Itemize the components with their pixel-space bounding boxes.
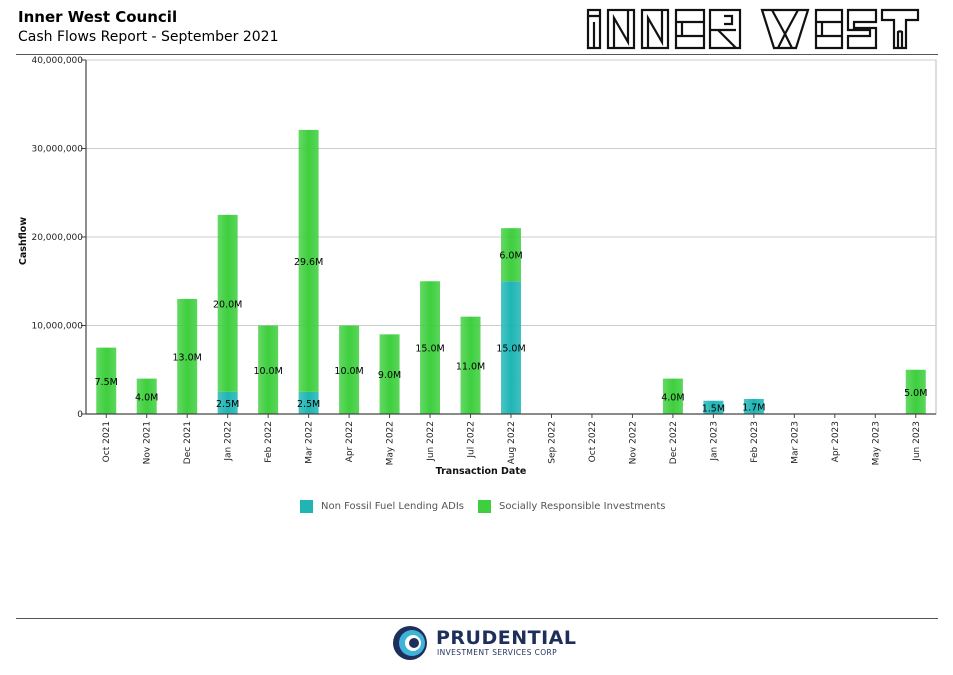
x-tick-label: Nov 2022 <box>628 421 638 464</box>
y-tick-label: 0 <box>77 410 83 420</box>
bar-non-fossil <box>703 400 724 414</box>
bar-non-fossil <box>217 391 238 414</box>
bar-data-label: 4.0M <box>135 392 158 403</box>
bar-sri <box>420 281 441 414</box>
bar-sri <box>258 325 279 414</box>
header-divider <box>16 54 938 55</box>
x-tick-label: Nov 2021 <box>143 421 153 464</box>
bar-non-fossil <box>743 398 764 414</box>
bar-data-label: 2.5M <box>216 399 239 410</box>
bar-data-label: 2.5M <box>297 399 320 410</box>
x-tick-label: Oct 2022 <box>588 421 598 462</box>
bar-data-label: 9.0M <box>378 370 401 381</box>
bar-data-label: 15.0M <box>415 344 444 355</box>
footer-divider <box>16 618 938 619</box>
x-tick-label: May 2023 <box>871 421 881 465</box>
bar-sri <box>501 228 521 282</box>
prudential-emblem-icon <box>393 626 427 660</box>
bar-sri <box>177 298 198 414</box>
inner-west-logo <box>586 8 920 54</box>
x-axis-title: Transaction Date <box>436 466 527 477</box>
x-tick-label: Jun 2022 <box>426 421 436 462</box>
bar-data-label: 13.0M <box>173 352 202 363</box>
x-tick-label: Apr 2022 <box>345 421 355 462</box>
y-tick-label: 20,000,000 <box>31 233 83 243</box>
bar-data-label: 7.5M <box>95 377 118 388</box>
y-tick-label: 10,000,000 <box>31 322 83 332</box>
bar-non-fossil <box>501 281 521 414</box>
x-tick-label: Jan 2023 <box>709 421 719 462</box>
legend-swatch-green <box>478 500 491 513</box>
x-tick-label: Dec 2021 <box>183 421 193 464</box>
bar-sri <box>298 129 319 392</box>
cashflow-chart: 7.5M 4.0M 13.0M 2.5M 20.0M 10.0M 2.5M 29.6M 10.0… <box>0 56 953 490</box>
x-tick-label: Feb 2022 <box>264 421 274 463</box>
y-tick-label: 30,000,000 <box>31 145 83 155</box>
bar-non-fossil <box>298 391 319 414</box>
y-tick-label: 40,000,000 <box>31 56 83 66</box>
bar-data-label: 20.0M <box>213 299 242 310</box>
organization-name: Inner West Council <box>18 8 178 26</box>
legend-swatch-teal <box>300 500 313 513</box>
bar-sri <box>905 369 926 414</box>
bar-data-label: 1.5M <box>702 403 725 414</box>
x-tick-label: Jun 2023 <box>912 421 922 462</box>
bar-data-label: 6.0M <box>499 251 522 262</box>
legend-item-green: Socially Responsible Investments <box>478 500 665 513</box>
x-tick-label: Mar 2023 <box>790 421 800 464</box>
prudential-subtitle: INVESTMENT SERVICES CORP <box>437 648 558 657</box>
prudential-name: PRUDENTIAL <box>436 627 577 649</box>
x-tick-label: Jul 2022 <box>467 421 477 459</box>
bar-data-label: 11.0M <box>456 361 485 372</box>
legend-label-teal: Non Fossil Fuel Lending ADIs <box>321 501 465 512</box>
bar-sri <box>96 347 117 414</box>
bar-data-label: 1.7M <box>742 402 765 413</box>
x-tick-label: Dec 2022 <box>669 421 679 464</box>
bar-data-label: 10.0M <box>253 366 282 377</box>
legend-label-green: Socially Responsible Investments <box>499 501 666 512</box>
x-tick-label: Apr 2023 <box>831 421 841 462</box>
report-title: Cash Flows Report - September 2021 <box>18 29 279 45</box>
bar-sri <box>460 316 481 414</box>
bar-data-label: 5.0M <box>904 388 927 399</box>
legend-item-teal: Non Fossil Fuel Lending ADIs <box>300 500 464 513</box>
bar-data-label: 15.0M <box>496 344 525 355</box>
x-tick-label: Jan 2022 <box>224 421 234 462</box>
bar-data-label: 10.0M <box>334 366 363 377</box>
prudential-logo: PRUDENTIAL INVESTMENT SERVICES CORP <box>390 624 576 664</box>
chart-legend: Non Fossil Fuel Lending ADIs Socially Re… <box>0 500 953 520</box>
bar-data-label: 29.6M <box>294 257 323 268</box>
x-tick-label: Sep 2022 <box>547 421 557 464</box>
bar-sri <box>217 214 238 392</box>
bar-sri <box>379 334 400 414</box>
x-tick-label: Feb 2023 <box>750 421 760 463</box>
report-header: Inner West Council Cash Flows Report - S… <box>18 8 279 47</box>
x-tick-label: May 2022 <box>386 421 396 465</box>
bar-sri <box>339 325 360 414</box>
bar-data-label: 4.0M <box>661 392 684 403</box>
y-axis-title: Cashflow <box>18 217 29 265</box>
bar-sri <box>136 378 157 414</box>
x-tick-label: Oct 2021 <box>102 421 112 462</box>
x-tick-label: Mar 2022 <box>305 421 315 464</box>
bar-sri <box>662 378 683 414</box>
x-tick-label: Aug 2022 <box>507 421 517 464</box>
chart-svg: 7.5M 4.0M 13.0M 2.5M 20.0M 10.0M 2.5M 29.6M 10.0… <box>18 56 937 477</box>
